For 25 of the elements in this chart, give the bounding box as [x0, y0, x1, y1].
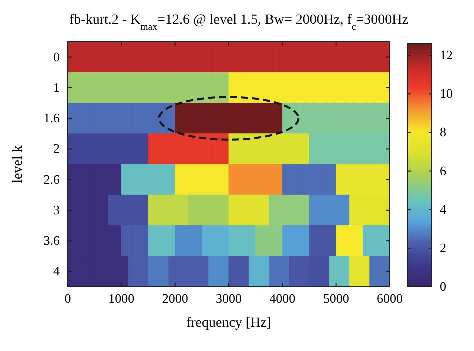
y-tick-label: 3.6 [44, 233, 60, 248]
y-tick-label: 4 [54, 264, 60, 279]
x-tick-label: 5000 [323, 291, 350, 306]
y-axis-title: level k [11, 146, 26, 184]
x-tick-label: 4000 [270, 291, 296, 306]
x-tick-label: 2000 [162, 291, 188, 306]
color-bar-label: 10 [440, 86, 453, 102]
y-tick-label: 2.6 [44, 172, 60, 187]
x-tick-label: 6000 [377, 291, 403, 306]
color-bar-label: 0 [440, 279, 446, 294]
color-bar-label: 12 [440, 48, 453, 63]
x-tick-label: 0 [64, 291, 72, 306]
color-bar-label: 4 [440, 202, 447, 217]
x-axis-title: frequency [Hz] [186, 316, 272, 331]
y-tick-label: 2 [54, 141, 60, 156]
color-bar-label: 2 [440, 240, 446, 256]
y-tick-label: 1 [54, 80, 60, 95]
color-bar-label: 6 [440, 163, 447, 178]
x-tick-label: 3000 [216, 291, 242, 306]
y-tick-label: 0 [54, 49, 60, 64]
chart-title: fb-kurt.2 - K$_{max}$=12.6 @ level 1.5, Bw= 2000Hz, f$_{c}$=3000Hz [70, 13, 408, 32]
color-bar-label: 8 [440, 124, 446, 140]
y-tick-label: 1.6 [44, 110, 60, 126]
x-tick-label: 1000 [108, 291, 135, 306]
y-tick-label: 3 [54, 202, 60, 218]
